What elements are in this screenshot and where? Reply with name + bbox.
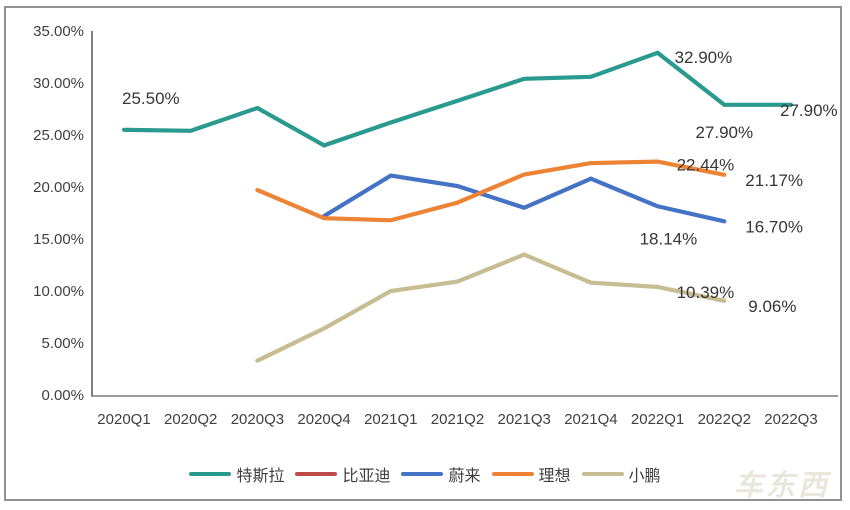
x-tick-label: 2020Q3	[231, 411, 284, 428]
y-tick-label: 5.00%	[41, 335, 84, 352]
data-label-li-auto: 21.17%	[745, 171, 803, 190]
x-tick-label: 2020Q1	[97, 411, 150, 428]
legend-label-tesla: 特斯拉	[236, 468, 285, 485]
y-tick-label: 0.00%	[41, 387, 84, 404]
data-label-tesla: 27.90%	[780, 101, 838, 120]
x-tick-label: 2020Q4	[297, 411, 350, 428]
x-tick-label: 2022Q2	[698, 411, 751, 428]
x-tick-label: 2021Q4	[564, 411, 617, 428]
data-label-tesla: 27.90%	[695, 123, 753, 142]
y-tick-label: 20.00%	[33, 179, 84, 196]
legend-swatch-tesla	[189, 472, 232, 476]
series-line-li-auto	[255, 159, 727, 223]
x-tick-label: 2021Q1	[364, 411, 417, 428]
x-tick-label: 2021Q3	[498, 411, 551, 428]
x-tick-label: 2021Q2	[431, 411, 484, 428]
chart-legend: 特斯拉 比亚迪 蔚来 理想 小鹏	[0, 462, 850, 486]
series-line-tesla	[121, 50, 794, 148]
data-label-nio: 18.14%	[640, 229, 698, 248]
legend-label-nio: 蔚来	[448, 468, 481, 485]
legend-item-tesla: 特斯拉	[189, 462, 284, 486]
legend-label-li-auto: 理想	[538, 468, 571, 485]
legend-item-xpeng: 小鹏	[581, 462, 661, 486]
data-label-xpeng: 10.39%	[677, 283, 735, 302]
y-tick-label: 15.00%	[33, 231, 84, 248]
series-line-nio	[322, 173, 727, 224]
x-tick-label: 2020Q2	[164, 411, 217, 428]
legend-swatch-byd	[295, 472, 338, 476]
data-label-tesla: 25.50%	[122, 89, 180, 108]
watermark-logo: 车东西	[733, 470, 830, 502]
y-tick-label: 25.00%	[33, 127, 84, 144]
legend-label-byd: 比亚迪	[342, 468, 391, 485]
y-tick-label: 35.00%	[33, 23, 84, 40]
legend-label-xpeng: 小鹏	[628, 468, 661, 485]
y-tick-label: 10.00%	[33, 283, 84, 300]
data-label-li-auto: 22.44%	[677, 156, 735, 175]
data-label-nio: 16.70%	[745, 217, 803, 236]
x-tick-label: 2022Q3	[764, 411, 817, 428]
x-tick-label: 2022Q1	[631, 411, 684, 428]
legend-item-nio: 蔚来	[401, 462, 481, 486]
y-tick-label: 30.00%	[33, 75, 84, 92]
legend-swatch-xpeng	[581, 472, 624, 476]
legend-item-li-auto: 理想	[491, 462, 571, 486]
legend-swatch-li-auto	[491, 472, 534, 476]
series-line-xpeng	[255, 252, 727, 363]
legend-item-byd: 比亚迪	[295, 462, 390, 486]
legend-swatch-nio	[401, 472, 444, 476]
data-label-tesla: 32.90%	[675, 48, 733, 67]
data-label-xpeng: 9.06%	[748, 297, 796, 316]
